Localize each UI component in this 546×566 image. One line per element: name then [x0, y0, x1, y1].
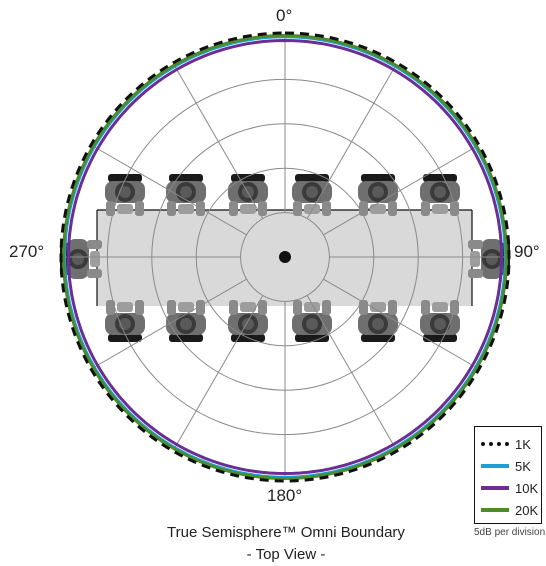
person-left-end — [60, 239, 102, 279]
grid-spoke-300 — [92, 145, 247, 236]
series-20k-curve — [61, 34, 509, 481]
legend-swatch-20k — [481, 508, 509, 512]
person-bottom-4 — [292, 300, 332, 342]
person-bottom-1 — [105, 300, 145, 342]
person-top-5 — [358, 174, 398, 216]
grid-spoke-120 — [323, 278, 478, 369]
angle-label-270: 270° — [9, 242, 45, 261]
person-top-3 — [228, 174, 268, 216]
grid-spoke-210 — [173, 295, 264, 450]
angle-label-0: 0° — [276, 6, 293, 25]
grid-spoke-60 — [323, 145, 478, 236]
legend-item-5k: 5K — [481, 458, 531, 474]
microphone-center — [279, 251, 291, 263]
legend-item-1k: 1K — [481, 436, 531, 452]
person-top-1 — [105, 174, 145, 216]
person-bottom-3 — [228, 300, 268, 342]
legend-item-20k: 20K — [481, 502, 539, 518]
legend-swatch-1k — [481, 442, 509, 446]
angle-label-180: 180° — [267, 486, 303, 505]
person-top-4 — [292, 174, 332, 216]
legend-label-10k: 10K — [515, 480, 539, 496]
legend-label-5k: 5K — [515, 458, 531, 474]
grid-spoke-30 — [306, 64, 397, 219]
caption-line-1: True Semisphere™ Omni Boundary — [167, 524, 405, 541]
grid-spoke-150 — [306, 295, 397, 450]
caption-line-2: - Top View - — [246, 546, 326, 563]
legend-label-20k: 20K — [515, 502, 539, 518]
series-1k-curve — [59, 31, 511, 483]
series-10k-curve — [66, 39, 504, 476]
grid-spoke-330 — [173, 64, 264, 219]
person-top-2 — [166, 174, 206, 216]
legend-label-1k: 1K — [515, 436, 531, 452]
person-top-6 — [420, 174, 460, 216]
angle-label-90: 90° — [514, 242, 540, 261]
legend-item-10k: 10K — [481, 480, 539, 496]
legend-swatch-10k — [481, 486, 509, 490]
chart-caption: True Semisphere™ Omni Boundary - Top Vie… — [0, 522, 546, 566]
person-bottom-5 — [358, 300, 398, 342]
legend: 1K 5K 10K 20K — [474, 426, 542, 524]
grid-spoke-240 — [92, 278, 247, 369]
legend-note: 5dB per division — [474, 527, 546, 538]
legend-swatch-5k — [481, 464, 509, 468]
person-bottom-6 — [420, 300, 460, 342]
